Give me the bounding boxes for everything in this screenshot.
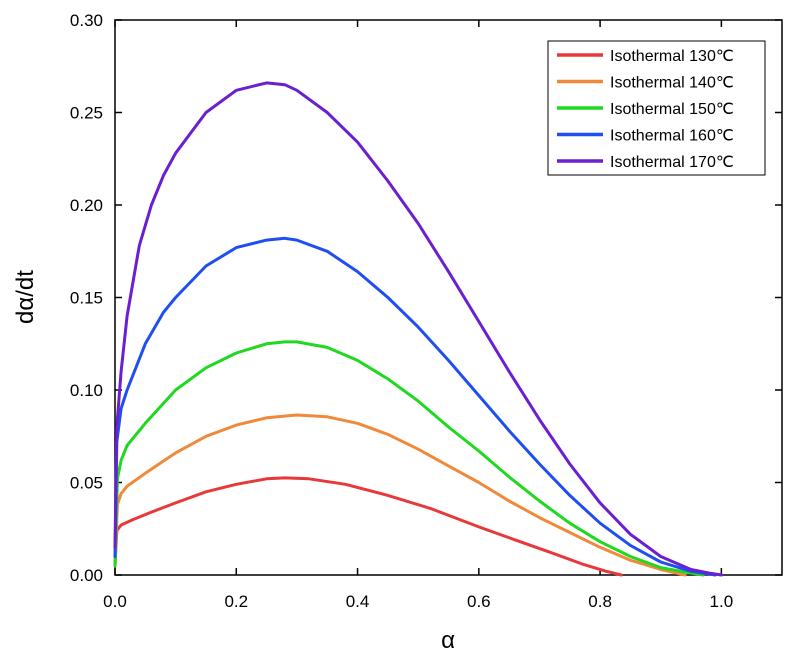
series-line-3 bbox=[113, 236, 717, 577]
y-tick-label: 0.20 bbox=[70, 196, 103, 215]
y-tick-label: 0.25 bbox=[70, 104, 103, 123]
legend-label-1: Isothermal 140℃ bbox=[610, 75, 734, 92]
x-tick-label: 0.8 bbox=[588, 592, 612, 611]
y-tick-label: 0.10 bbox=[70, 381, 103, 400]
series-line-1 bbox=[113, 413, 687, 577]
x-tick-label: 0.6 bbox=[467, 592, 491, 611]
legend-label-3: Isothermal 160℃ bbox=[610, 128, 734, 145]
y-tick-label: 0.15 bbox=[70, 289, 103, 308]
series-layer bbox=[113, 81, 723, 577]
y-tick-label: 0.00 bbox=[70, 566, 103, 585]
y-tick-label: 0.05 bbox=[70, 474, 103, 493]
legend-label-4: Isothermal 170℃ bbox=[610, 154, 734, 171]
x-axis-title: α bbox=[441, 627, 455, 654]
x-tick-label: 1.0 bbox=[710, 592, 734, 611]
series-line-4 bbox=[113, 81, 723, 577]
series-line-2 bbox=[113, 340, 705, 577]
x-tick-label: 0.0 bbox=[103, 592, 127, 611]
legend-label-0: Isothermal 130℃ bbox=[610, 48, 734, 65]
legend-label-2: Isothermal 150℃ bbox=[610, 101, 734, 118]
x-tick-label: 0.2 bbox=[224, 592, 248, 611]
x-tick-label: 0.4 bbox=[346, 592, 370, 611]
y-axis-ticks: 0.00 0.05 0.10 0.15 0.20 0.25 0.30 bbox=[70, 11, 782, 585]
y-axis-title: dα/dt bbox=[12, 270, 39, 324]
x-axis-ticks: 0.0 0.2 0.4 0.6 0.8 1.0 bbox=[103, 20, 733, 611]
legend: Isothermal 130℃ Isothermal 140℃ Isothermal… bbox=[547, 40, 766, 176]
series-line-0 bbox=[113, 476, 623, 577]
y-tick-label: 0.30 bbox=[70, 11, 103, 30]
